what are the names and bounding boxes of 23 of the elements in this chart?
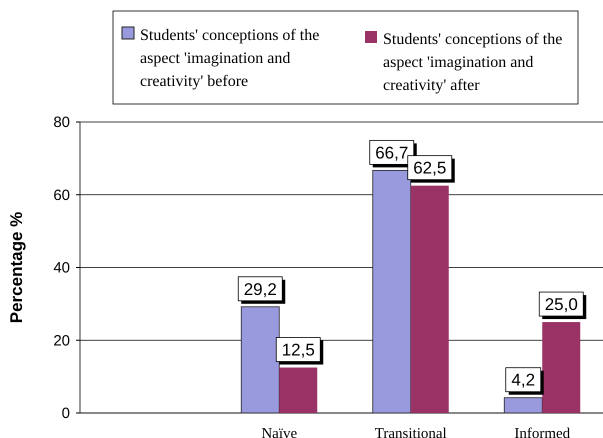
bar	[504, 397, 543, 414]
bar	[372, 170, 412, 414]
y-tick-label: 40	[53, 260, 70, 276]
legend-label: Students' conceptions of the aspect 'imagination and creativity' after	[383, 31, 562, 94]
data-label: 29,2	[244, 280, 277, 299]
legend-label: Students' conceptions of the aspect 'imagination and creativity' before	[140, 27, 320, 90]
bar	[240, 306, 280, 414]
bar	[279, 368, 318, 413]
bar	[410, 186, 449, 413]
x-tick-label: Transitional	[374, 426, 447, 438]
y-tick-label: 20	[53, 332, 70, 350]
data-label: 66,7	[375, 143, 408, 162]
y-tick-label: 80	[53, 114, 70, 131]
data-label: 12,5	[282, 340, 315, 360]
bar	[542, 322, 580, 413]
x-tick-label: Informed	[514, 426, 571, 438]
data-label: 62,5	[413, 158, 446, 178]
y-tick-label: 0	[62, 405, 70, 422]
y-tick-label: 60	[53, 186, 70, 204]
x-tick-label: Naïve	[261, 426, 298, 438]
data-label: 4,2	[511, 370, 536, 390]
data-label: 25,0	[544, 295, 578, 314]
y-axis-title: Percentage %	[7, 212, 26, 324]
